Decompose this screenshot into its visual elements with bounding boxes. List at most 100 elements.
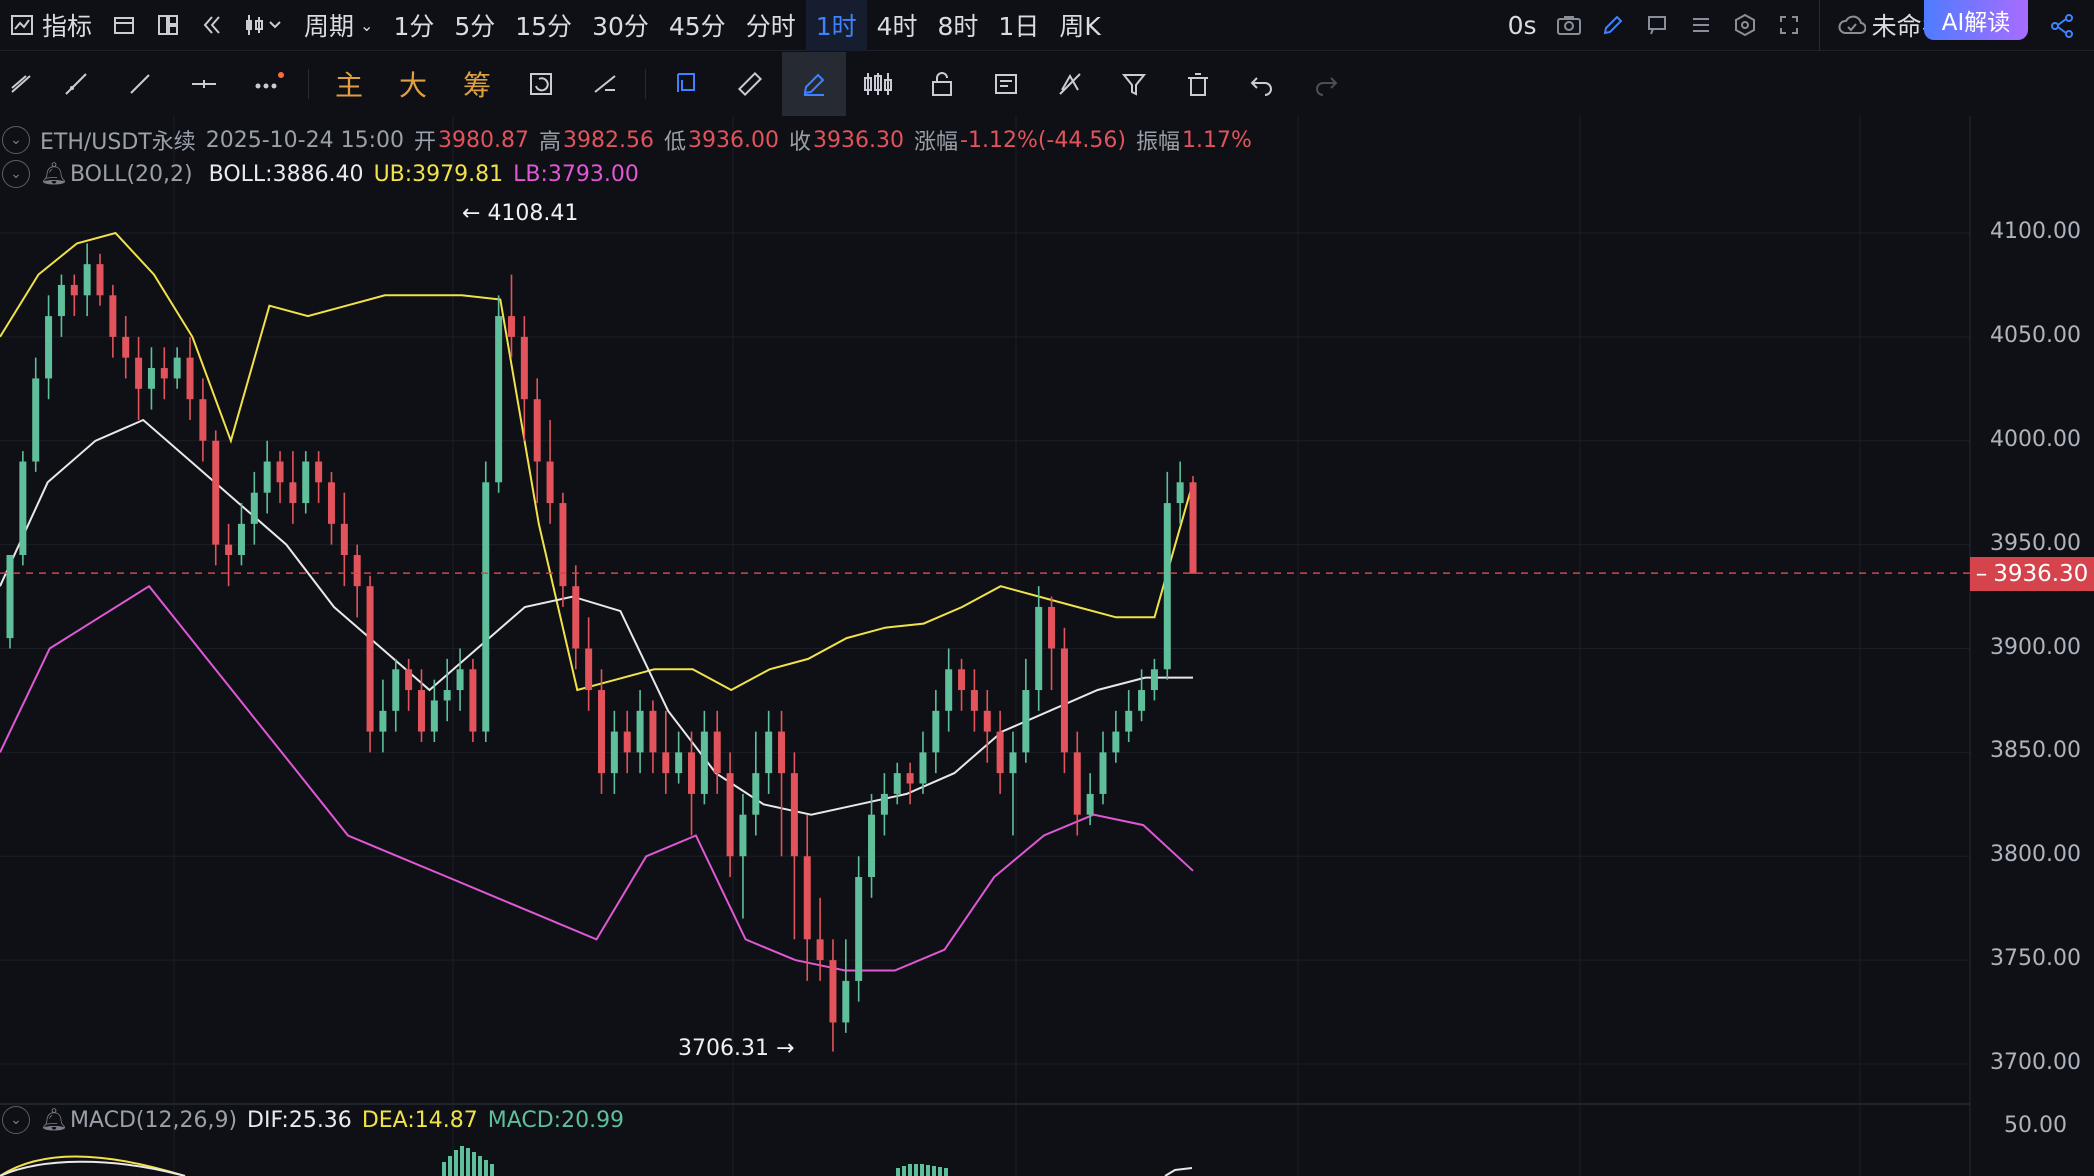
settings-icon[interactable]	[1723, 0, 1767, 51]
open-value: 3980.87	[438, 127, 529, 153]
comment-icon[interactable]	[1635, 0, 1679, 51]
collapse-icon[interactable]: ⌄	[2, 160, 30, 188]
trash-icon[interactable]	[1166, 52, 1230, 116]
candle-datetime: 2025-10-24 15:00	[205, 127, 404, 153]
candlesticks	[6, 243, 1197, 1052]
divider	[1818, 0, 1820, 51]
measure-icon[interactable]	[573, 52, 637, 116]
candle-body	[237, 523, 245, 556]
rewind-icon[interactable]	[190, 0, 234, 51]
draw-mode-icon[interactable]	[782, 52, 846, 116]
interval-8h[interactable]: 8时	[937, 12, 979, 41]
pen-icon[interactable]	[1591, 0, 1635, 51]
macd-histogram-bar	[920, 1164, 924, 1176]
line-segment-icon[interactable]	[108, 52, 172, 116]
undo-icon[interactable]	[1230, 52, 1294, 116]
interval-4h[interactable]: 4时	[876, 12, 918, 41]
trend-lines-icon[interactable]	[0, 52, 44, 116]
boll-middle-band	[0, 418, 1193, 816]
candle-body	[803, 856, 811, 940]
candle-body	[1176, 482, 1184, 504]
redo-icon[interactable]	[1294, 52, 1358, 116]
interval-15m[interactable]: 15分	[515, 12, 573, 41]
interval-1h[interactable]: 1时	[805, 0, 867, 51]
macd-name[interactable]: MACD(12,26,9)	[69, 1107, 238, 1133]
candle-body	[726, 773, 734, 857]
macd-dif-line	[1164, 1167, 1193, 1176]
candle-body	[829, 960, 837, 1023]
candle-body	[1022, 690, 1030, 753]
candle-body	[559, 503, 567, 587]
candle-type-icon[interactable]	[234, 0, 294, 51]
candle-body	[276, 461, 284, 483]
candle-body	[122, 336, 130, 358]
indicators-button[interactable]: 指标	[0, 0, 102, 51]
candle-body	[893, 773, 901, 794]
boll-lower-band	[0, 584, 1194, 972]
price-axis-label: 4050.00	[1990, 322, 2081, 348]
last-price-tag: – 3936.30	[1970, 557, 2094, 591]
boll-ub-value: UB:3979.81	[373, 161, 504, 187]
more-tools-icon[interactable]	[236, 52, 300, 116]
share-icon[interactable]	[2040, 0, 2084, 51]
candle-body	[1060, 648, 1068, 753]
candle-body	[598, 690, 605, 774]
hide-drawings-icon[interactable]	[1038, 52, 1102, 116]
boll-mid-value: BOLL:3886.40	[208, 161, 364, 187]
period-dropdown[interactable]: 周期 ⌄	[294, 0, 383, 51]
low-value: 3936.00	[688, 127, 779, 153]
interval-30m[interactable]: 30分	[592, 12, 649, 41]
template-icon[interactable]	[974, 52, 1038, 116]
boll-name[interactable]: BOLL(20,2)	[69, 161, 193, 187]
lock-icon[interactable]	[910, 52, 974, 116]
price-chart[interactable]	[0, 116, 2094, 1176]
macd-dif-line	[0, 1160, 186, 1176]
fullscreen-icon[interactable]	[1767, 0, 1811, 51]
main-indicator-button[interactable]: 主	[334, 69, 363, 102]
layout-icon[interactable]	[146, 0, 190, 51]
collapse-icon[interactable]: ⌄	[2, 1106, 30, 1134]
price-axis-label: 3700.00	[1990, 1050, 2081, 1075]
ray-icon[interactable]	[44, 52, 108, 116]
candle-body	[983, 710, 991, 732]
chips-button[interactable]: 筹	[462, 69, 491, 102]
candle-body	[778, 731, 786, 774]
candle-body	[533, 399, 541, 462]
candle-body	[1035, 606, 1043, 691]
big-order-button[interactable]: 大	[398, 69, 427, 102]
candle-body	[315, 461, 323, 483]
ai-interpret-button[interactable]: AI解读	[1924, 0, 2028, 40]
macd-histogram-bar	[478, 1156, 482, 1176]
macd-dea-value: DEA:14.87	[361, 1107, 478, 1133]
candle-body	[1009, 752, 1017, 774]
candles-icon[interactable]	[846, 52, 910, 116]
replay-icon[interactable]	[509, 52, 573, 116]
magnet-icon[interactable]	[654, 52, 718, 116]
price-axis-label: 4100.00	[1990, 219, 2081, 244]
filter-icon[interactable]	[1102, 52, 1166, 116]
candle-body	[1112, 731, 1120, 753]
camera-icon[interactable]	[1547, 0, 1591, 51]
candle-body	[340, 523, 348, 556]
candle-body	[688, 752, 696, 794]
interval-1d[interactable]: 1日	[998, 12, 1040, 41]
candle-body	[713, 731, 721, 774]
interval-1w[interactable]: 周K	[1059, 12, 1101, 41]
interval-5m[interactable]: 5分	[454, 12, 496, 41]
candle-body	[790, 773, 798, 857]
bell-icon[interactable]: 🔔︎	[40, 161, 68, 187]
horizontal-line-icon[interactable]	[172, 52, 236, 116]
macd-histogram-bar	[472, 1152, 476, 1176]
macd-histogram-bar	[460, 1146, 464, 1176]
calendar-icon[interactable]	[102, 0, 146, 51]
bell-icon[interactable]: 🔔︎	[40, 1107, 68, 1133]
interval-timeshare[interactable]: 分时	[745, 12, 796, 41]
list-icon[interactable]	[1679, 0, 1723, 51]
collapse-icon[interactable]: ⌄	[2, 126, 30, 154]
interval-1m[interactable]: 1分	[393, 12, 435, 41]
candle-body	[1163, 503, 1171, 670]
macd-legend: ⌄ 🔔︎ MACD(12,26,9) DIF:25.36 DEA:14.87 M…	[0, 1106, 634, 1134]
interval-45m[interactable]: 45分	[668, 12, 726, 41]
ruler-icon[interactable]	[718, 52, 782, 116]
candle-body	[649, 710, 657, 753]
